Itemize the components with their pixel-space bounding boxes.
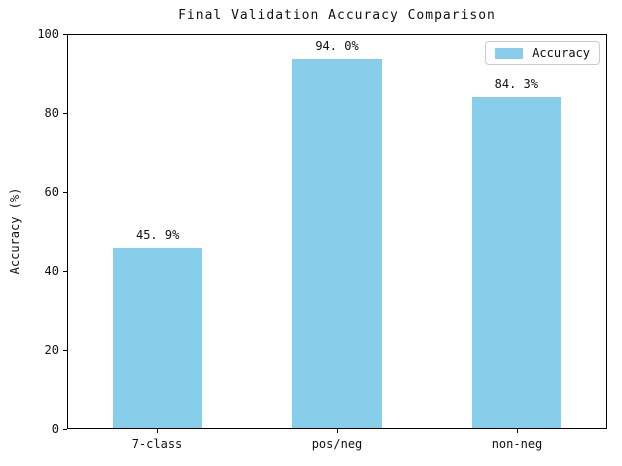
y-tick-label: 60 [44, 185, 59, 199]
x-tickmark [156, 429, 158, 433]
bar-value-label: 45. 9% [135, 227, 180, 242]
x-tick-label: pos/neg [311, 437, 363, 451]
bar-7-class [112, 247, 203, 428]
y-tick-label: 40 [44, 264, 59, 278]
y-tickmark [63, 34, 67, 35]
bar-non-neg [471, 96, 562, 428]
legend-label: Accuracy [532, 46, 590, 60]
x-tickmark [336, 429, 338, 433]
x-tick-label: non-neg [491, 437, 543, 451]
y-tickmark [63, 113, 67, 114]
y-tick-label: 0 [51, 422, 59, 436]
y-tickmark [63, 271, 67, 272]
x-tick-label: 7-class [131, 437, 183, 451]
chart-title: Final Validation Accuracy Comparison [178, 8, 496, 23]
bar-value-label: 84. 3% [494, 76, 539, 91]
plot-area: Accuracy 45. 9% 94. 0% 84. 3% [67, 34, 607, 429]
y-tickmark [63, 350, 67, 351]
y-tickmark [63, 192, 67, 193]
y-axis-label: Accuracy (%) [8, 187, 22, 275]
y-tick-label: 20 [44, 343, 59, 357]
bar-value-label: 94. 0% [315, 38, 359, 53]
bar-pos/neg [292, 58, 382, 428]
legend-swatch-icon [495, 47, 524, 59]
legend: Accuracy [485, 41, 600, 65]
y-tick-label: 100 [37, 27, 59, 41]
y-tick-label: 80 [44, 106, 59, 120]
x-tickmark [516, 429, 518, 433]
y-tickmark [63, 429, 67, 430]
